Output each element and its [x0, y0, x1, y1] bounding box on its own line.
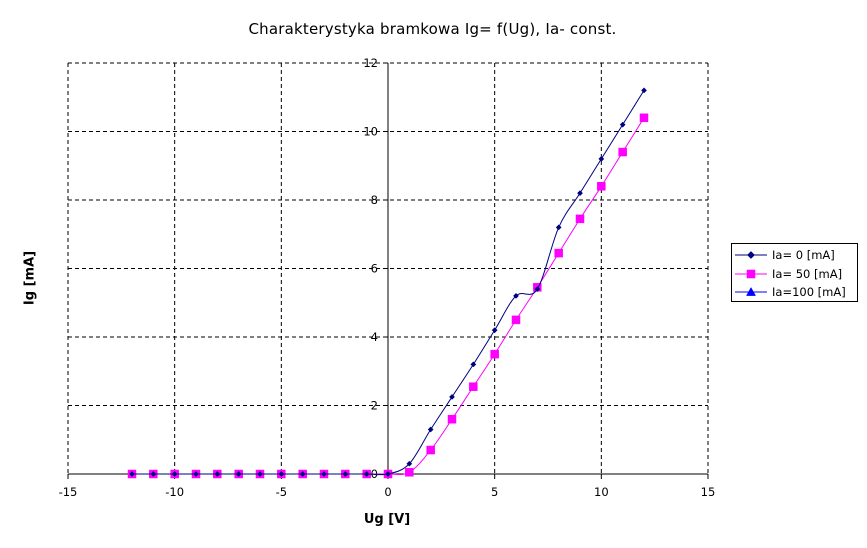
legend-swatch-diamond [735, 251, 767, 260]
x-tick-label: 10 [594, 485, 609, 499]
data-point [639, 113, 649, 123]
x-tick-label: -15 [59, 485, 78, 499]
x-tick-label: -10 [165, 485, 184, 499]
y-tick-label: 12 [363, 56, 378, 70]
axes [67, 62, 709, 479]
legend: Ia= 0 [mA] Ia= 50 [mA] Ia=100 [mA] [731, 243, 858, 302]
data-point [385, 471, 391, 477]
data-point [449, 393, 455, 400]
y-tick-label: 8 [371, 193, 378, 207]
data-point [555, 224, 562, 231]
data-point [597, 182, 606, 191]
legend-item-ia-50: Ia= 50 [mA] [734, 265, 857, 284]
data-point [426, 445, 435, 455]
legend-label: Ia= 50 [mA] [772, 266, 843, 281]
legend-swatch-marker [746, 269, 756, 278]
y-tick-label: 4 [371, 330, 378, 344]
legend-swatch-marker [746, 287, 756, 297]
data-point [363, 471, 370, 477]
data-point [342, 471, 349, 477]
data-point [534, 286, 541, 293]
y-tick-label: 10 [363, 125, 378, 139]
data-point [406, 460, 413, 467]
chart-title: Charakterystyka bramkowa Ig= f(Ug), Ia- … [248, 20, 617, 38]
data-point [598, 155, 605, 162]
data-point [577, 190, 583, 197]
series-layer [127, 87, 649, 479]
x-tick-label: -5 [276, 485, 287, 499]
data-point [214, 471, 221, 477]
data-point [171, 471, 178, 477]
y-tick-label: 6 [371, 262, 378, 276]
data-point [427, 426, 434, 433]
y-axis-title: Ig [mA] [22, 250, 38, 306]
x-tick-label: 5 [491, 485, 498, 499]
data-point [619, 121, 626, 128]
series-diamond [129, 87, 647, 477]
legend-item-ia-0: Ia= 0 [mA] [734, 246, 857, 265]
data-point [575, 214, 585, 224]
data-point [513, 292, 519, 299]
data-point [469, 382, 478, 391]
x-axis-title: Ug [V] [363, 512, 411, 527]
legend-item-ia-100: Ia=100 [mA] [734, 283, 857, 302]
data-point [490, 349, 499, 359]
data-point [193, 471, 199, 477]
legend-label: Ia=100 [mA] [772, 285, 846, 300]
data-point [641, 87, 647, 94]
data-point [257, 471, 263, 477]
data-point [129, 471, 135, 477]
legend-swatch-triangle [735, 287, 767, 297]
legend-swatch-square [735, 269, 767, 278]
x-tick-label: 15 [701, 485, 716, 499]
legend-swatch-marker [747, 251, 755, 260]
data-point [491, 327, 498, 334]
data-point [321, 471, 327, 477]
data-point [554, 248, 563, 258]
data-point [470, 361, 477, 368]
data-point [447, 414, 457, 424]
data-point [511, 315, 521, 325]
gridlines [67, 62, 709, 474]
x-tick-label: 0 [384, 485, 391, 499]
legend-label: Ia= 0 [mA] [772, 248, 835, 263]
data-point [405, 468, 414, 477]
data-point [618, 147, 627, 157]
data-point [235, 471, 242, 477]
y-tick-label: 2 [371, 399, 378, 413]
data-point [150, 471, 157, 477]
data-point [299, 471, 306, 477]
data-point [278, 471, 285, 477]
